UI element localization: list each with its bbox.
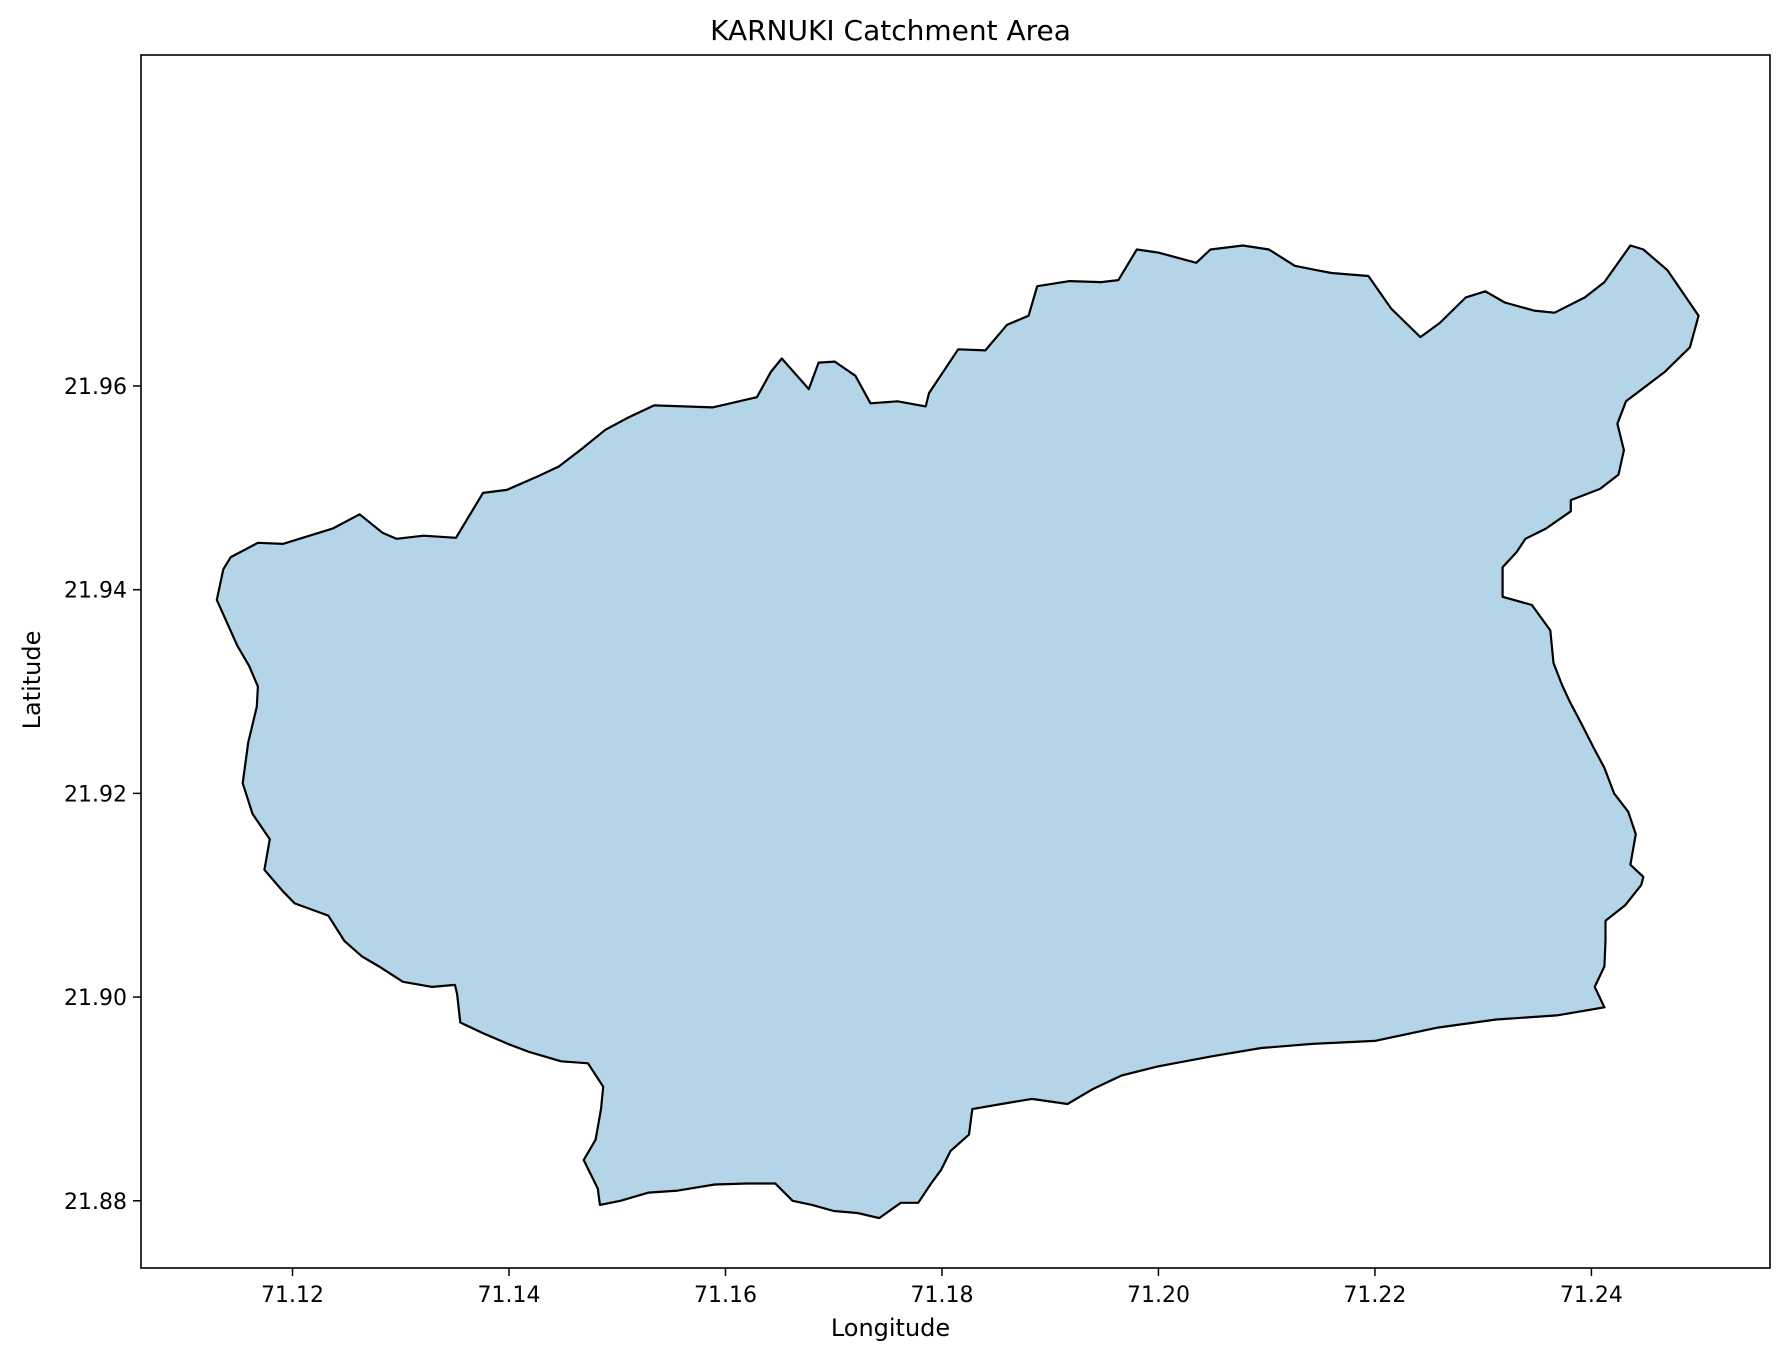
chart-title: KARNUKI Catchment Area	[710, 14, 1071, 47]
x-axis-ticks: 71.12 71.14 71.16 71.18 71.20 71.22 71.24	[261, 1268, 1623, 1308]
axes-frame	[140, 54, 1771, 1269]
y-tick-label: 21.96	[64, 375, 127, 400]
x-tick-label: 71.12	[261, 1283, 324, 1308]
x-tick-label: 71.16	[694, 1283, 757, 1308]
x-axis-label: Longitude	[830, 1314, 951, 1342]
y-axis-label: Latitude	[18, 630, 46, 730]
x-tick-label: 71.24	[1560, 1283, 1623, 1308]
y-tick-label: 21.88	[64, 1190, 127, 1215]
y-tick-label: 21.94	[64, 579, 127, 604]
y-tick-label: 21.90	[64, 986, 127, 1011]
x-tick-label: 71.18	[910, 1283, 973, 1308]
x-tick-label: 71.14	[478, 1283, 541, 1308]
x-tick-label: 71.22	[1343, 1283, 1406, 1308]
x-tick-label: 71.20	[1127, 1283, 1190, 1308]
y-tick-label: 21.92	[64, 782, 127, 807]
y-axis-ticks: 21.88 21.90 21.92 21.94 21.96	[64, 375, 141, 1215]
catchment-polygon	[215, 244, 1700, 1220]
